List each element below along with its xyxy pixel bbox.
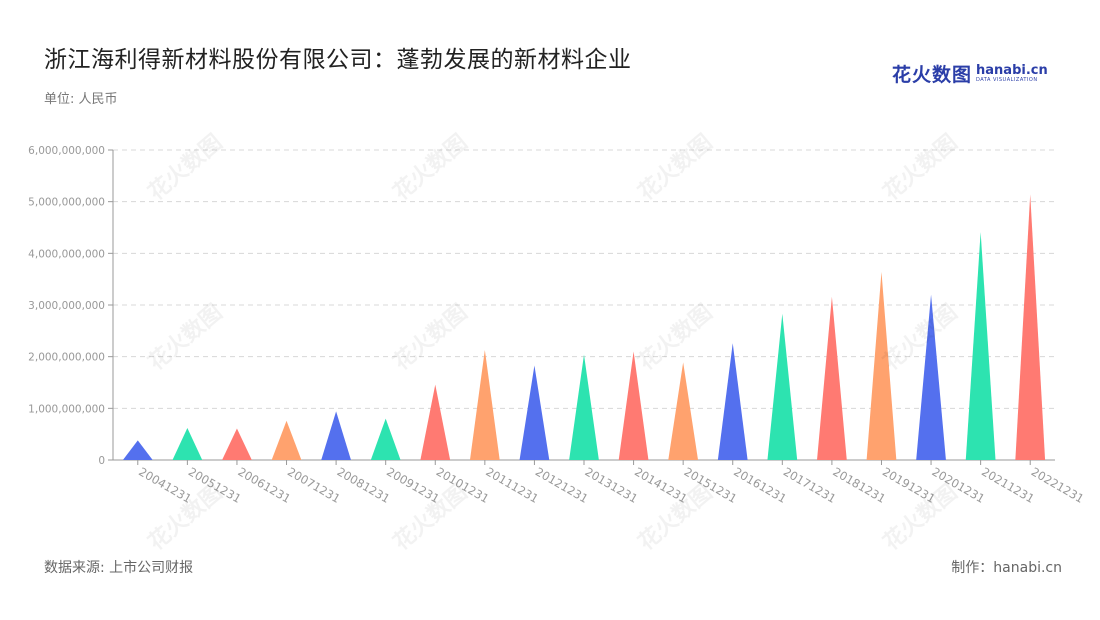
x-tick-label: 20111231	[483, 464, 541, 505]
x-tick-label: 20161231	[731, 464, 789, 505]
bar-20131231	[569, 354, 599, 460]
y-tick-label: 4,000,000,000	[28, 248, 105, 260]
bar-20171231	[767, 313, 798, 460]
bar-20071231	[271, 420, 302, 460]
y-tick-label: 0	[98, 455, 105, 467]
x-tick-label: 20181231	[830, 464, 888, 505]
x-tick-label: 20171231	[781, 464, 839, 505]
x-tick-label: 20141231	[632, 464, 690, 505]
bar-20201231	[916, 294, 946, 460]
bar-20061231	[222, 428, 252, 460]
bar-20091231	[370, 418, 401, 460]
y-tick-label: 2,000,000,000	[28, 352, 105, 364]
x-tick-label: 20121231	[533, 464, 591, 505]
x-tick-label: 20131231	[583, 464, 641, 505]
bar-20051231	[172, 427, 203, 460]
x-tick-label: 20201231	[930, 464, 988, 505]
x-tick-label: 20071231	[285, 464, 343, 505]
data-source: 数据来源: 上市公司财报	[44, 560, 194, 576]
chart-title: 浙江海利得新材料股份有限公司：蓬勃发展的新材料企业	[44, 47, 632, 73]
logo-domain: hanabi.cn	[976, 63, 1048, 78]
bar-20181231	[817, 296, 847, 460]
x-tick-label: 20191231	[880, 464, 938, 505]
x-tick-label: 20101231	[434, 464, 492, 505]
x-tick-label: 20151231	[682, 464, 740, 505]
bar-20141231	[618, 351, 649, 460]
credit: 制作：hanabi.cn	[951, 560, 1062, 576]
x-tick-label: 20081231	[335, 464, 393, 505]
bar-20121231	[519, 365, 550, 460]
bar-20161231	[717, 343, 748, 460]
bar-20151231	[668, 362, 699, 460]
y-tick-label: 1,000,000,000	[28, 403, 105, 415]
logo-tagline: DATA VISUALIZATION	[976, 77, 1038, 83]
x-tick-label: 20051231	[186, 464, 244, 505]
logo-english: hanabi.cn DATA VISUALIZATION	[976, 64, 1048, 83]
logo-text: 花火数图	[892, 64, 973, 86]
x-tick-label: 20211231	[979, 464, 1037, 505]
bar-20111231	[469, 349, 500, 460]
y-tick-label: 5,000,000,000	[28, 197, 105, 209]
x-tick-label: 20041231	[136, 464, 194, 505]
y-tick-label: 3,000,000,000	[28, 300, 105, 312]
bar-20191231	[866, 271, 897, 460]
unit-label: 单位: 人民币	[44, 92, 118, 107]
bar-20081231	[321, 411, 351, 460]
bar-20221231	[1015, 194, 1046, 460]
brand-logo: 花火数图 hanabi.cn DATA VISUALIZATION	[892, 60, 1048, 87]
x-tick-label: 20061231	[235, 464, 293, 505]
x-tick-label: 20091231	[384, 464, 442, 505]
bar-20211231	[965, 232, 996, 460]
x-tick-label: 20221231	[1029, 464, 1087, 505]
bar-20041231	[122, 440, 153, 460]
y-tick-label: 6,000,000,000	[28, 145, 105, 157]
bar-20101231	[420, 384, 451, 460]
